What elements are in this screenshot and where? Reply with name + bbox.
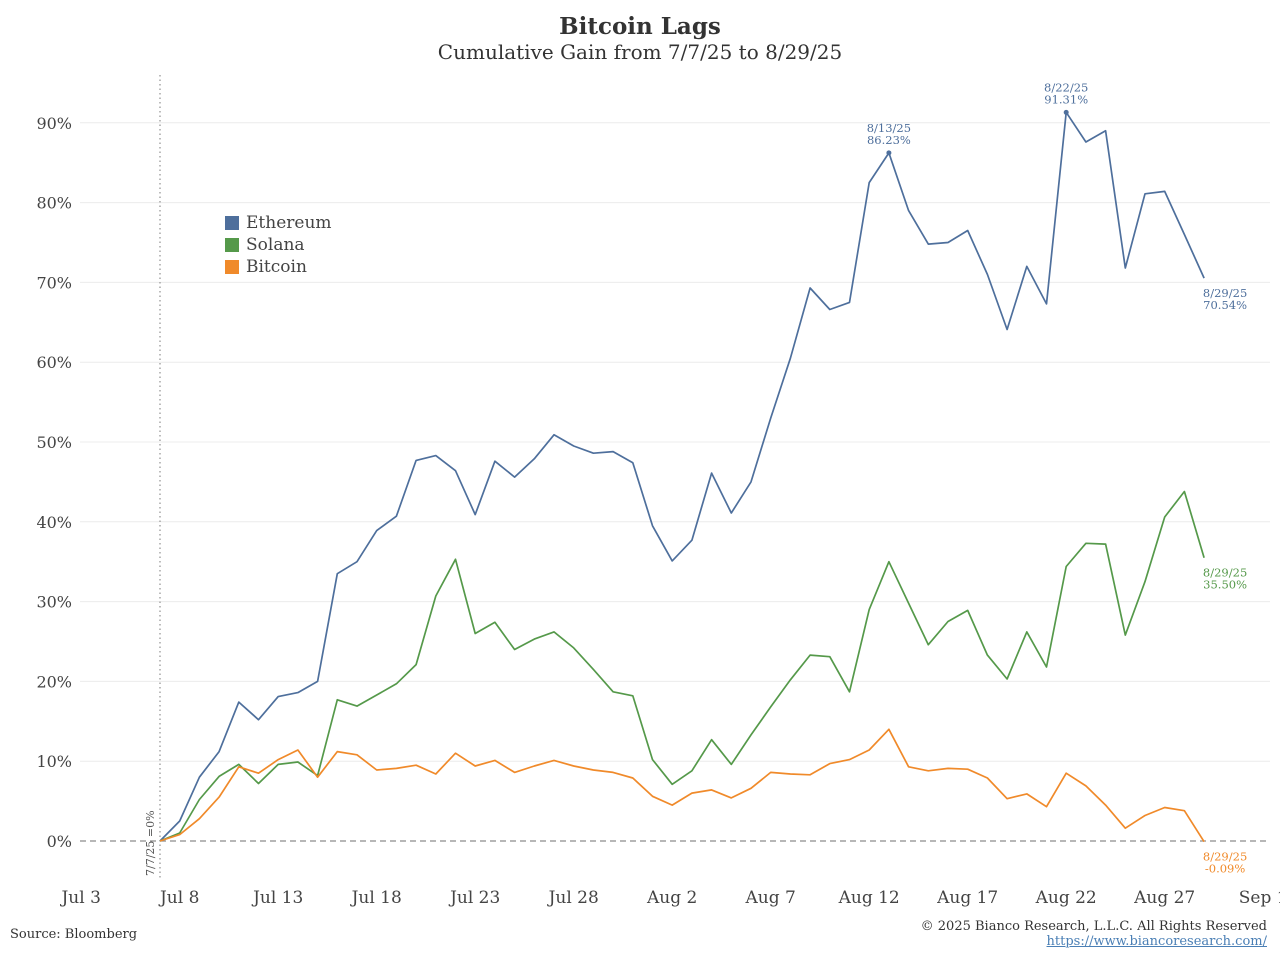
x-tick-label: Aug 22 [1035, 888, 1097, 908]
x-tick-label: Aug 17 [936, 888, 998, 908]
annotation-date: 8/29/25 [1203, 566, 1247, 580]
y-tick-label: 0% [47, 832, 72, 851]
series-line-ethereum [159, 111, 1205, 842]
annotation-value: -0.09% [1205, 862, 1245, 876]
y-tick-label: 90% [36, 114, 72, 133]
website-link[interactable]: https://www.biancoresearch.com/ [1046, 934, 1267, 949]
start-label: 7/7/25 =0% [144, 810, 157, 876]
x-tick-label: Jul 23 [448, 888, 500, 908]
y-tick-label: 40% [36, 513, 72, 532]
x-tick-label: Jul 8 [158, 888, 199, 908]
start-marker: 7/7/25 =0% [144, 75, 161, 878]
series-line-solana [159, 490, 1205, 842]
legend: Ethereum Solana Bitcoin [225, 212, 332, 278]
copyright-note: © 2025 Bianco Research, L.L.C. All Right… [920, 919, 1267, 934]
series-line-bitcoin [159, 728, 1205, 843]
chart-subtitle: Cumulative Gain from 7/7/25 to 8/29/25 [437, 40, 843, 64]
x-tick-label: Jul 13 [251, 888, 303, 908]
chart-title: Bitcoin Lags [559, 13, 721, 40]
gridlines [80, 122, 1270, 762]
x-tick-label: Jul 18 [350, 888, 402, 908]
y-tick-label: 20% [36, 672, 72, 691]
y-tick-label: 10% [36, 752, 72, 771]
x-tick-label: Jul 3 [59, 888, 100, 908]
x-tick-label: Sep 1 [1239, 888, 1280, 908]
legend-swatch-bitcoin [225, 260, 239, 274]
x-tick-label: Aug 12 [838, 888, 900, 908]
y-tick-label: 80% [36, 194, 72, 213]
series-lines [159, 111, 1205, 843]
legend-item-solana: Solana [225, 234, 332, 256]
x-tick-label: Aug 7 [745, 888, 796, 908]
legend-item-ethereum: Ethereum [225, 212, 332, 234]
legend-label-bitcoin: Bitcoin [246, 257, 307, 277]
annotation-date: 8/13/25 [867, 121, 911, 135]
legend-item-bitcoin: Bitcoin [225, 256, 332, 278]
y-tick-label: 30% [36, 593, 72, 612]
x-tick-label: Aug 27 [1133, 888, 1195, 908]
legend-label-solana: Solana [246, 235, 305, 255]
y-tick-label: 70% [36, 273, 72, 292]
legend-swatch-solana [225, 238, 239, 252]
legend-label-ethereum: Ethereum [246, 213, 332, 233]
y-tick-label: 50% [36, 433, 72, 452]
source-note: Source: Bloomberg [10, 927, 138, 942]
annotation-date: 8/22/25 [1044, 80, 1088, 94]
annotation-value: 70.54% [1203, 298, 1247, 312]
x-tick-label: Aug 2 [646, 888, 697, 908]
annotation-date: 8/29/25 [1203, 850, 1247, 864]
annotation-marker [1063, 109, 1069, 115]
legend-swatch-ethereum [225, 216, 239, 230]
annotations: 8/13/2586.23%8/22/2591.31%8/29/2570.54%8… [867, 80, 1248, 875]
annotation-marker [886, 150, 892, 156]
y-axis-ticks: 0% 10% 20% 30% 40% 50% 60% 70% 80% 90% [36, 114, 72, 851]
x-tick-label: Jul 28 [547, 888, 599, 908]
annotation-date: 8/29/25 [1203, 286, 1247, 300]
annotation-value: 35.50% [1203, 578, 1247, 592]
annotation-value: 91.31% [1044, 92, 1088, 106]
x-axis-ticks: Jul 3 Jul 8 Jul 13 Jul 18 Jul 23 Jul 28 Aug 2 A… [59, 888, 1280, 908]
y-tick-label: 60% [36, 353, 72, 372]
annotation-value: 86.23% [867, 133, 911, 147]
